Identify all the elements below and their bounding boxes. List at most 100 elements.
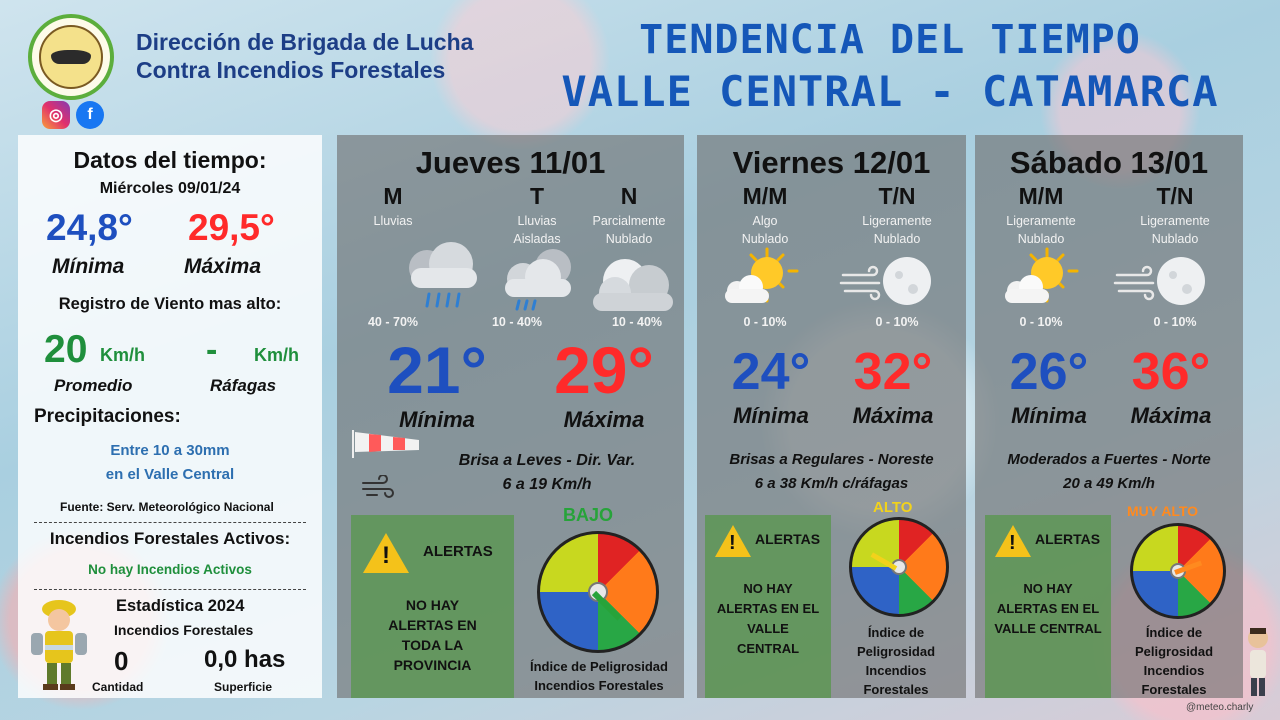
max-temp: 29° xyxy=(554,333,654,407)
precip-heading: Precipitaciones: xyxy=(34,406,181,427)
windy-moon-icon xyxy=(839,257,931,305)
max-label: Máxima xyxy=(1130,403,1212,428)
warning-icon: ! xyxy=(363,533,409,573)
title-line-1: TENDENCIA DEL TIEMPO xyxy=(639,17,1141,63)
data-source: Fuente: Serv. Meteorológico Nacional xyxy=(60,500,274,514)
wind-gust-label: Ráfagas xyxy=(210,376,277,395)
day-name: Sábado 13/01 xyxy=(1009,145,1209,180)
min-temp: 26° xyxy=(1009,343,1089,401)
meteorologist-avatar-icon xyxy=(1248,628,1268,696)
slot-probability: 0 - 10% xyxy=(743,315,787,329)
wind-line-1: Brisas a Regulares - Noreste xyxy=(729,451,934,468)
warning-icon: ! xyxy=(995,525,1031,557)
brigade-logo xyxy=(28,14,114,100)
wind-gust-unit: Km/h xyxy=(254,345,299,365)
eagle-emblem-icon xyxy=(39,25,103,89)
wind-icon xyxy=(362,475,394,498)
slot-label: M/M xyxy=(1018,183,1064,209)
divider xyxy=(34,522,306,523)
risk-level: ALTO xyxy=(873,499,913,516)
alerts-title: ALERTAS xyxy=(423,543,493,560)
alerts-message: NO HAY ALERTAS EN EL VALLE CENTRAL xyxy=(716,581,820,656)
slot-label: T xyxy=(529,183,545,209)
fire-danger-gauge xyxy=(1130,523,1226,619)
forecast-max: 36° Máxima xyxy=(1111,341,1231,429)
slot-description: Lluvias xyxy=(373,214,413,228)
risk-level: BAJO xyxy=(563,505,614,525)
slot-probability: 10 - 40% xyxy=(611,315,663,329)
risk-level: MUY ALTO xyxy=(1127,503,1199,519)
rain-cloud-icon xyxy=(409,242,477,308)
slot-label: M xyxy=(383,183,403,209)
alerts-title: ALERTAS xyxy=(1035,531,1101,547)
min-temp: 24° xyxy=(731,343,811,401)
max-temp: 36° xyxy=(1131,343,1211,401)
observed-min-temp: 24,8° xyxy=(46,207,133,248)
observed-weather-panel: Datos del tiempo: Miércoles 09/01/24 24,… xyxy=(18,135,322,698)
facebook-icon[interactable]: f xyxy=(76,101,104,129)
forecast-panel-thursday: Jueves 11/01 M Lluvias T Lluvias Aisladas… xyxy=(337,135,684,698)
slot-night: T/N Ligeramente Nublado xyxy=(837,183,957,248)
warning-icon: ! xyxy=(715,525,751,557)
max-label: Máxima xyxy=(563,407,645,432)
slot-description: Ligeramente Nublado xyxy=(1140,214,1210,246)
alerts-box: ! ALERTAS NO HAY ALERTAS EN EL VALLE CENTR… xyxy=(705,515,831,698)
slot-probability: 40 - 70% xyxy=(367,315,419,329)
observed-date: Miércoles 09/01/24 xyxy=(99,180,241,197)
day-name: Jueves 11/01 xyxy=(415,145,606,180)
forecast-min: 21° Mínima xyxy=(367,333,507,433)
observed-max-label: Máxima xyxy=(184,255,262,278)
active-fires-heading: Incendios Forestales Activos: xyxy=(49,529,291,548)
slot-description: Algo Nublado xyxy=(741,214,789,246)
forecast-min: 26° Mínima xyxy=(989,341,1109,429)
sun-cloud-icon xyxy=(725,247,799,303)
slot-description: Ligeramente Nublado xyxy=(862,214,932,246)
slot-description: Lluvias Aisladas xyxy=(513,214,561,246)
alerts-title: ALERTAS xyxy=(755,531,821,547)
wind-avg-value: 20 xyxy=(44,328,88,371)
slot-description: Parcialmente Nublado xyxy=(592,214,666,246)
wind-heading: Registro de Viento mas alto: xyxy=(58,295,282,313)
slot-label: T/N xyxy=(878,183,916,209)
slot-probability: 0 - 10% xyxy=(1153,315,1197,329)
stats-area: 0,0 has xyxy=(204,646,286,673)
wind-avg-unit: Km/h xyxy=(100,345,145,365)
observed-max-temp: 29,5° xyxy=(188,207,275,248)
danger-index-caption: Índice de Peligrosidad Incendios Forestale… xyxy=(856,625,936,697)
organization-name: Dirección de Brigada de Lucha Contra Inc… xyxy=(136,28,473,84)
wind-forecast: Brisa a Leves - Dir. Var. 6 a 19 Km/h xyxy=(407,449,687,497)
slot-morning: M Lluvias xyxy=(338,183,448,230)
slot-probability: 10 - 40% xyxy=(491,315,543,329)
min-label: Mínima xyxy=(1011,403,1087,428)
forecast-panel-friday: Viernes 12/01 M/M Algo Nublado T/N Ligera… xyxy=(697,135,966,698)
org-line-1: Dirección de Brigada de Lucha xyxy=(136,29,474,55)
sun-cloud-icon xyxy=(1005,247,1079,303)
wind-line-2: 6 a 19 Km/h xyxy=(502,476,592,493)
slot-probability: 0 - 10% xyxy=(1019,315,1063,329)
alerts-message: NO HAY ALERTAS EN TODA LA PROVINCIA xyxy=(388,597,477,673)
forecast-panel-saturday: Sábado 13/01 M/M Ligeramente Nublado T/N … xyxy=(975,135,1243,698)
max-label: Máxima xyxy=(852,403,934,428)
slot-description: Ligeramente Nublado xyxy=(1006,214,1076,246)
wind-forecast: Brisas a Regulares - Noreste 6 a 38 Km/h… xyxy=(697,448,966,496)
slot-night: T/N Ligeramente Nublado xyxy=(1113,183,1237,248)
instagram-icon[interactable]: ◎ xyxy=(42,101,70,129)
danger-index-caption: Índice de Peligrosidad Incendios Forestal… xyxy=(530,659,668,693)
alerts-box: ! ALERTAS NO HAY ALERTAS EN TODA LA PROVIN… xyxy=(351,515,514,698)
divider xyxy=(34,589,306,590)
slot-label: M/M xyxy=(742,183,788,209)
slot-probability: 0 - 10% xyxy=(875,315,919,329)
min-temp: 21° xyxy=(387,333,487,407)
fire-danger-gauge xyxy=(537,531,659,653)
fire-danger-gauge xyxy=(849,517,949,617)
precip-line-1: Entre 10 a 30mm xyxy=(110,442,230,459)
slot-label: T/N xyxy=(1156,183,1194,209)
light-rain-cloud-icon xyxy=(505,249,571,311)
wind-line-2: 20 a 49 Km/h xyxy=(1063,475,1155,492)
alerts-box: ! ALERTAS NO HAY ALERTAS EN EL VALLE CENT… xyxy=(985,515,1111,698)
stats-area-label: Superficie xyxy=(214,680,273,694)
wind-line-2: 6 a 38 Km/h c/ráfagas xyxy=(754,475,909,492)
danger-index-caption: Índice de Peligrosidad Incendios Forestale… xyxy=(1134,625,1214,697)
forecast-min: 24° Mínima xyxy=(711,341,831,429)
wind-avg-label: Promedio xyxy=(54,376,133,395)
